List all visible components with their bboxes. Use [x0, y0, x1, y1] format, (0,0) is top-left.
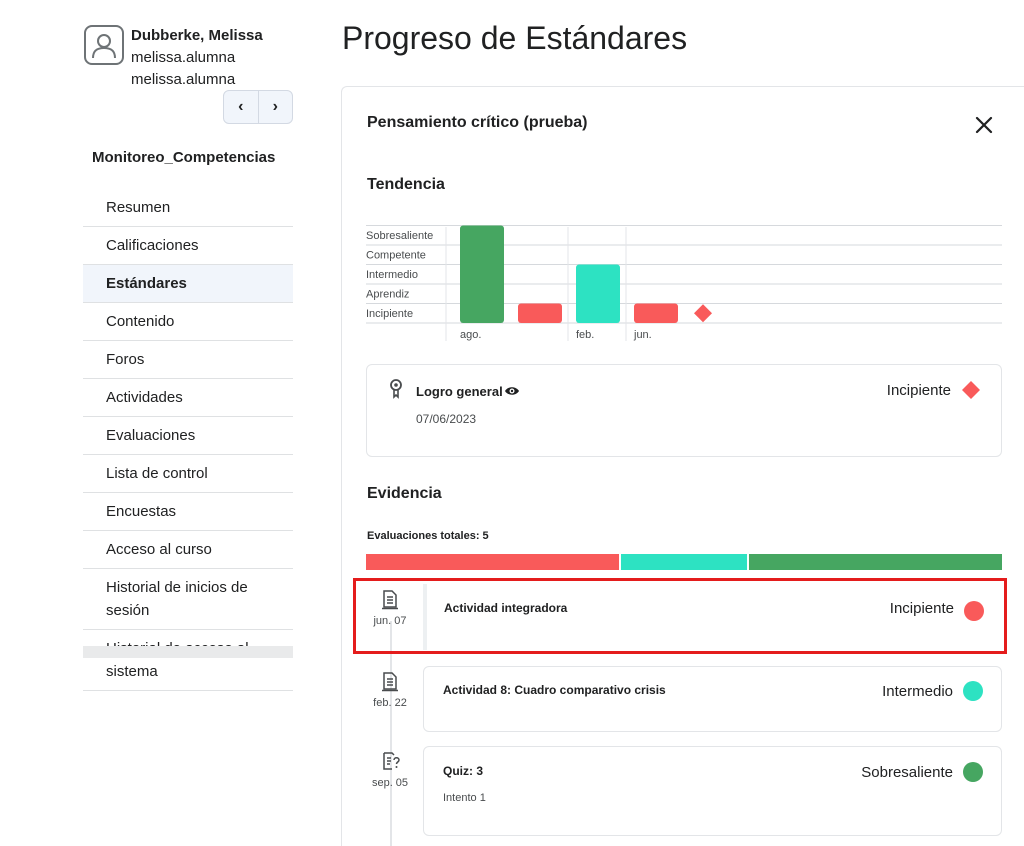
chart-bar — [460, 225, 504, 323]
sidebar-footer-bar — [83, 646, 293, 658]
y-tick-label: Intermedio — [366, 269, 418, 281]
sidebar-menu: Resumen Calificaciones Estándares Conten… — [83, 189, 293, 691]
standard-detail-panel: Pensamiento crítico (prueba) Tendencia I… — [341, 86, 1024, 846]
document-icon — [382, 590, 398, 610]
sidebar-item-historial-inicios-sesion[interactable]: Historial de inicios de sesión — [83, 569, 293, 630]
selected-evidence-highlight — [353, 578, 1007, 654]
quiz-icon — [383, 752, 400, 770]
previous-user-button[interactable]: ‹ — [224, 91, 258, 123]
evidence-level: Intermedio — [882, 683, 953, 700]
user-org-id: melissa.alumna — [131, 71, 236, 88]
evidence-date: sep. 05 — [371, 777, 409, 789]
evidence-item: feb. 22 — [365, 672, 415, 709]
course-name: Monitoreo_Competencias — [92, 149, 276, 166]
evidence-title: Actividad integradora — [444, 601, 568, 615]
avatar — [84, 25, 124, 65]
chart-bar — [576, 264, 620, 323]
sidebar-item-calificaciones[interactable]: Calificaciones — [83, 227, 293, 265]
sobresaliente-dot-icon — [963, 762, 983, 782]
sidebar-item-actividades[interactable]: Actividades — [83, 379, 293, 417]
chevron-right-icon: › — [272, 98, 278, 115]
user-icon — [92, 34, 116, 59]
sidebar-item-historial-acceso-sistema[interactable]: Historial de acceso al sistema — [83, 630, 293, 691]
distribution-segment-sobresaliente — [749, 554, 1002, 570]
evidence-timeline — [390, 621, 392, 846]
trend-heading: Tendencia — [367, 176, 445, 193]
evidence-card[interactable]: Actividad integradora Incipiente — [423, 584, 1002, 650]
sidebar-item-resumen[interactable]: Resumen — [83, 189, 293, 227]
evidence-card[interactable]: Actividad 8: Cuadro comparativo crisis I… — [423, 666, 1002, 732]
distribution-segment-incipiente — [366, 554, 619, 570]
evidence-level: Sobresaliente — [861, 764, 953, 781]
evidence-title: Quiz: 3 — [443, 764, 484, 778]
x-tick-label: jun. — [633, 329, 652, 341]
evidence-distribution-bar — [366, 554, 1002, 570]
distribution-segment-intermedio — [620, 554, 748, 570]
sidebar-item-contenido[interactable]: Contenido — [83, 303, 293, 341]
overall-level: Incipiente — [886, 382, 951, 399]
evidence-item: jun. 07 — [365, 590, 415, 627]
intermedio-dot-icon — [963, 681, 983, 701]
chevron-left-icon: ‹ — [238, 98, 244, 115]
y-tick-label: Competente — [366, 250, 426, 262]
evidence-item: sep. 05 — [365, 752, 415, 789]
sidebar-item-estandares[interactable]: Estándares — [83, 265, 293, 303]
user-login: melissa.alumna — [131, 49, 236, 66]
diamond-icon — [962, 381, 980, 399]
user-info: Dubberke, Melissa melissa.alumna melissa… — [84, 25, 263, 91]
standard-title: Pensamiento crítico (prueba) — [367, 114, 588, 131]
trend-chart: Incipiente Aprendiz Intermedio Competente So… — [366, 225, 1002, 341]
evidence-heading: Evidencia — [367, 485, 442, 502]
evidence-card[interactable]: Quiz: 3 Intento 1 Sobresaliente — [423, 746, 1002, 836]
evidence-level: Incipiente — [889, 600, 954, 617]
y-tick-label: Sobresaliente — [366, 230, 433, 242]
next-user-button[interactable]: › — [257, 91, 293, 123]
incipiente-dot-icon — [964, 601, 984, 621]
evidence-total: Evaluaciones totales: 5 — [367, 530, 489, 542]
evidence-subtitle: Intento 1 — [443, 792, 486, 804]
overall-achievement-card: Logro general 07/06/2023 Incipiente — [366, 364, 1002, 457]
user-navigation: ‹ › — [223, 90, 293, 124]
chart-bar — [518, 303, 562, 323]
y-tick-label: Aprendiz — [366, 289, 409, 301]
evidence-title: Actividad 8: Cuadro comparativo crisis — [443, 683, 666, 697]
evidence-date: feb. 22 — [373, 697, 407, 709]
sidebar-item-evaluaciones[interactable]: Evaluaciones — [83, 417, 293, 455]
page-title: Progreso de Estándares — [342, 20, 688, 56]
document-icon — [382, 672, 398, 692]
sidebar-item-encuestas[interactable]: Encuestas — [83, 493, 293, 531]
x-tick-label: ago. — [460, 329, 481, 341]
award-icon — [390, 379, 402, 399]
eye-icon[interactable] — [504, 385, 520, 397]
sidebar-item-lista-de-control[interactable]: Lista de control — [83, 455, 293, 493]
close-icon[interactable] — [974, 115, 994, 135]
overall-marker — [694, 304, 712, 323]
overall-label: Logro general — [416, 384, 503, 399]
sidebar-item-foros[interactable]: Foros — [83, 341, 293, 379]
overall-date: 07/06/2023 — [416, 412, 477, 426]
x-tick-label: feb. — [576, 329, 594, 341]
user-name: Dubberke, Melissa — [131, 27, 263, 44]
sidebar-item-acceso-al-curso[interactable]: Acceso al curso — [83, 531, 293, 569]
evidence-date: jun. 07 — [373, 615, 407, 627]
chart-bar — [634, 303, 678, 323]
y-tick-label: Incipiente — [366, 308, 413, 320]
